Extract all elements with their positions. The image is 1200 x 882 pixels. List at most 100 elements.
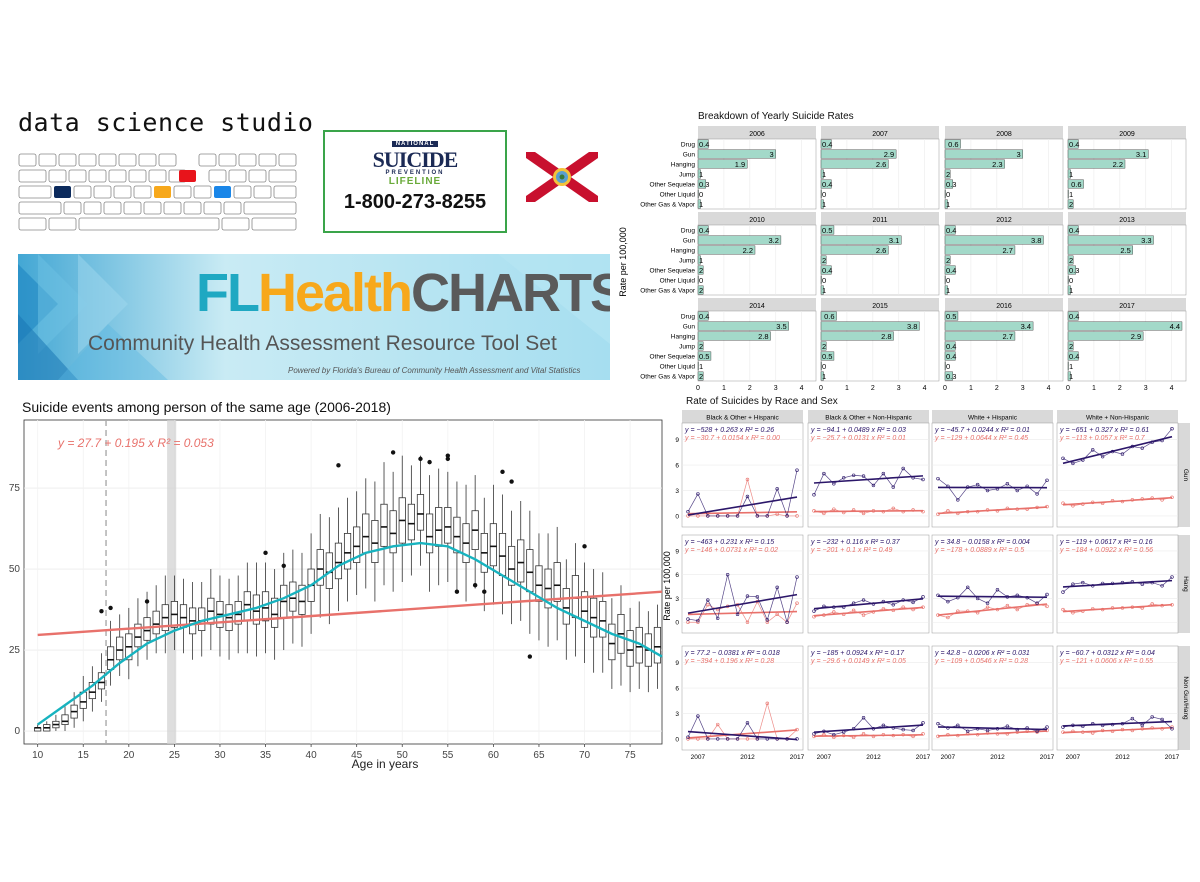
red-series-point (1005, 603, 1010, 608)
y-tick-label: 9 (675, 660, 679, 667)
red-series-point (795, 514, 799, 518)
box (453, 516, 461, 554)
bar-value-label: 2.3 (992, 160, 1002, 169)
facet-panel (931, 645, 1054, 751)
purple-series-point (1005, 482, 1010, 486)
bar-value-label: 2.7 (1003, 246, 1013, 255)
regression-equation-purple: y = −119 + 0.0617 x R² = 0.16 (1059, 539, 1153, 546)
purple-trend-line (937, 595, 1048, 599)
x-tick-label: 2 (871, 385, 875, 392)
red-trend-line (1062, 496, 1173, 506)
y-tick-label: 50 (9, 564, 21, 575)
red-trend-line (813, 509, 924, 513)
bar-value-label: 4.4 (1170, 322, 1180, 331)
bar (944, 255, 951, 265)
bar-value-label: 1 (946, 200, 950, 209)
box (371, 520, 379, 563)
facet-strip (1057, 410, 1178, 423)
facet-strip (945, 126, 1063, 139)
bar-value-label: 0 (699, 276, 703, 285)
purple-series-point (795, 575, 799, 579)
facet-panel (820, 224, 940, 296)
bar-value-label: 2.7 (1003, 332, 1013, 341)
purple-series-point (975, 482, 980, 487)
bar (697, 245, 756, 255)
bar (820, 139, 832, 149)
red-series-point (832, 507, 836, 511)
bar (1067, 321, 1183, 331)
facet-column-label: White + Hispanic (968, 415, 1018, 422)
facet-year-label: 2013 (1119, 217, 1135, 224)
bar (697, 321, 789, 331)
facet-panel (807, 534, 930, 634)
x-tick-label: 75 (625, 750, 637, 761)
purple-series-point (775, 487, 779, 491)
box (407, 503, 415, 541)
bar (944, 311, 959, 321)
purple-series-point (696, 714, 700, 718)
purple-series-point (745, 594, 750, 598)
purple-series-point (755, 514, 760, 518)
bar-value-label: 0 (1069, 276, 1073, 285)
bar-value-label: 0.5 (822, 352, 832, 361)
bar-value-label: 1.9 (735, 160, 745, 169)
purple-series-point (911, 600, 915, 605)
purple-series-point (716, 737, 720, 741)
purple-series-point (1035, 492, 1039, 496)
purple-series-point (1045, 592, 1049, 597)
outlier-point (108, 605, 113, 611)
bar (697, 169, 701, 179)
bar (944, 341, 956, 351)
purple-series-point (795, 468, 799, 472)
purple-series-point (1015, 488, 1019, 493)
age-chart-xlabel: Age in years (351, 757, 419, 771)
y-tick-label: 3 (675, 596, 679, 603)
x-tick-label: 2017 (790, 754, 805, 761)
bar-value-label: 0.4 (1069, 226, 1079, 235)
bar-value-label: 0.5 (822, 226, 832, 235)
red-series-point (891, 506, 895, 510)
bar-value-label: 1 (1069, 190, 1073, 199)
x-tick-label: 30 (214, 750, 226, 761)
purple-series-point (842, 476, 846, 480)
x-tick-label: 50 (397, 750, 409, 761)
bar-value-label: 1 (822, 372, 826, 381)
bar (944, 225, 956, 235)
bar (1067, 169, 1071, 179)
bar (697, 371, 704, 381)
bar-value-label: 0.4 (946, 266, 956, 275)
bar (1067, 199, 1074, 209)
box (553, 562, 561, 602)
bar (697, 311, 709, 321)
y-tick-label: 0 (14, 726, 20, 737)
outlier-point (390, 450, 396, 455)
bar-value-label: 1 (1069, 372, 1073, 381)
box (626, 630, 634, 667)
box (526, 549, 534, 593)
bar (944, 169, 951, 179)
red-trend-line (687, 729, 798, 739)
x-tick-label: 2012 (990, 754, 1005, 761)
purple-series-point (891, 603, 895, 607)
x-tick-label: 2017 (1040, 754, 1055, 761)
purple-series-point (901, 727, 905, 732)
category-label: Other Gas & Vapor (640, 202, 696, 209)
facet-strip (698, 126, 816, 139)
x-tick-label: 2007 (941, 754, 956, 761)
facet-panel (944, 224, 1064, 296)
keyboard-icon (18, 153, 297, 231)
bar-value-label: 3 (1017, 150, 1021, 159)
bar-value-label: 3.1 (1136, 150, 1146, 159)
bar-value-label: 0.3 (1069, 266, 1079, 275)
facet-year-label: 2017 (1119, 303, 1135, 310)
purple-series-point (936, 476, 940, 481)
y-tick-label: 0 (675, 736, 679, 743)
purple-trend-line (937, 726, 1048, 731)
purple-series-point (775, 585, 779, 590)
x-tick-label: 2012 (740, 754, 755, 761)
facet-strip (698, 298, 816, 311)
bar-value-label: 0 (946, 276, 950, 285)
bar (944, 265, 956, 275)
red-series-point (765, 620, 769, 624)
facet-year-label: 2012 (996, 217, 1012, 224)
